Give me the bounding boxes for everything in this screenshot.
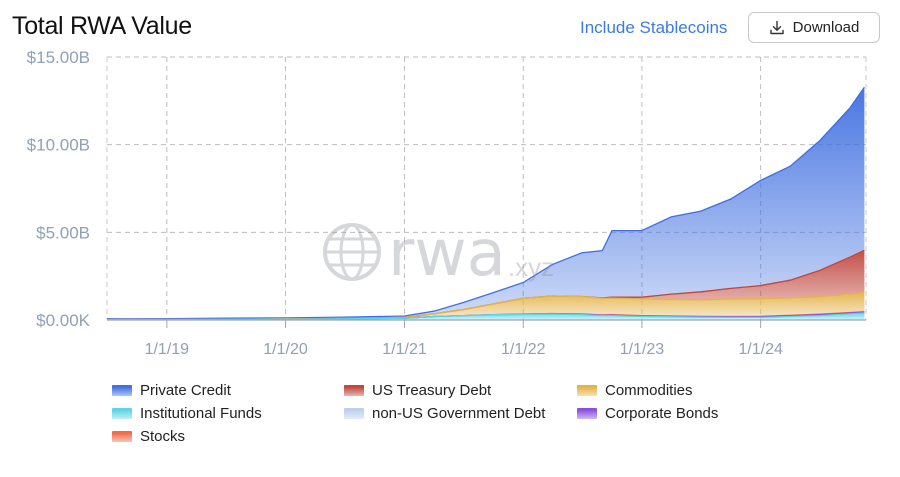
area-private-credit xyxy=(107,87,865,320)
x-tick-label: 1/1/21 xyxy=(382,341,427,358)
x-tick-label: 1/1/24 xyxy=(738,341,783,358)
area-institutional-funds-line xyxy=(106,312,865,321)
x-tick-label: 1/1/22 xyxy=(501,341,546,358)
y-tick-label: $10.00B xyxy=(27,136,90,155)
x-tick-label: 1/1/23 xyxy=(620,341,665,358)
download-label: Download xyxy=(792,19,860,36)
y-tick-label: $15.00B xyxy=(27,48,90,67)
download-button[interactable]: Download xyxy=(748,12,880,43)
x-tick-label: 1/1/19 xyxy=(145,341,190,358)
y-tick-label: $5.00B xyxy=(36,223,90,242)
x-tick-label: 1/1/20 xyxy=(263,341,308,358)
page-title: Total RWA Value xyxy=(12,12,192,40)
download-icon xyxy=(769,20,784,34)
include-stablecoins-toggle[interactable]: Include Stablecoins xyxy=(580,18,728,37)
area-private-credit-line xyxy=(106,86,865,320)
y-tick-label: $0.00K xyxy=(36,311,91,330)
area-institutional-funds xyxy=(107,313,865,320)
